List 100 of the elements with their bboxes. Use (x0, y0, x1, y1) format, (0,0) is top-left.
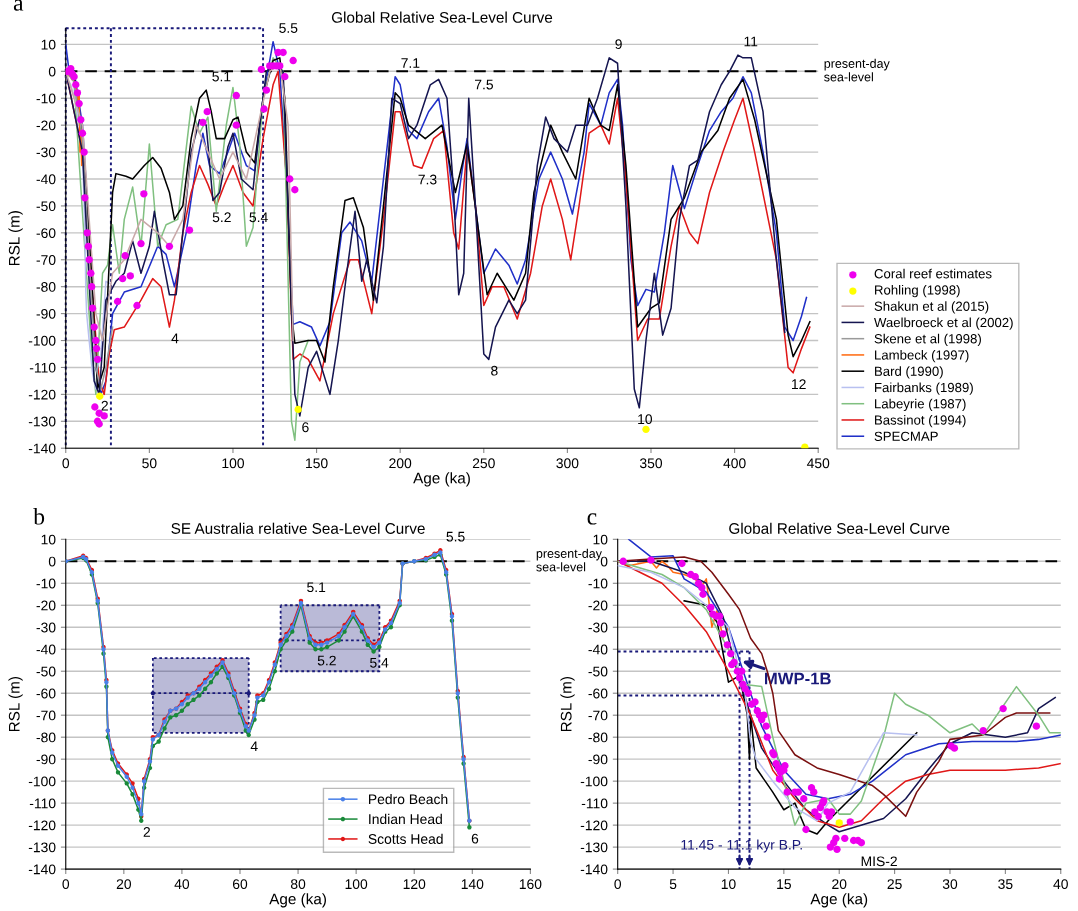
y-tick-label: -30 (36, 147, 56, 158)
x-tick-label: 300 (556, 458, 579, 469)
annotation: 7.3 (418, 174, 437, 185)
x-tick-label: 40 (174, 879, 190, 890)
y-tick-label: -20 (36, 120, 56, 131)
annotation: 2 (101, 400, 108, 411)
y-tick-label: -40 (36, 174, 56, 185)
y-tick-label: 10 (41, 534, 56, 545)
y-tick-label: -100 (580, 776, 608, 787)
y-tick-label: -60 (36, 228, 56, 239)
legend-label: Lambeck (1997) (875, 349, 969, 363)
legend-label: Bard (1990) (875, 366, 943, 379)
annotation: 5.4 (370, 657, 389, 668)
annotation: 5.5 (446, 531, 465, 542)
y-tick-label: -110 (29, 798, 56, 809)
y-tick-label: -100 (28, 335, 56, 346)
y-tick-label: -40 (36, 644, 56, 655)
annotation: 10 (638, 414, 653, 425)
y-tick-label: -10 (36, 93, 56, 104)
y-tick-label: -60 (36, 688, 56, 699)
ref-line-label: present-day sea-level (824, 58, 890, 82)
y-tick-label: -20 (36, 600, 56, 611)
y-tick-label: -70 (36, 255, 56, 265)
annotation: 6 (302, 422, 309, 433)
annotation: 7.5 (475, 79, 494, 90)
x-tick-label: 5 (669, 879, 677, 890)
y-tick-label: -50 (36, 666, 56, 677)
legend-label: Waelbroeck et al (2002) (874, 317, 1013, 330)
annotation: 5.1 (307, 582, 326, 593)
y-tick-label: 10 (593, 534, 608, 545)
y-tick-label: -90 (36, 308, 56, 319)
y-tick-label: 0 (600, 556, 608, 567)
x-tick-label: 20 (832, 879, 847, 890)
y-tick-label: 0 (48, 66, 56, 77)
y-tick-label: -130 (28, 416, 56, 427)
ref-line-label: present-day sea-level (536, 548, 602, 572)
x-tick-label: 120 (403, 879, 426, 890)
x-tick-label: 350 (639, 458, 663, 469)
annotation: 4 (250, 741, 258, 752)
legend-label: SPECMAP (874, 431, 938, 441)
x-tick-label: 30 (942, 879, 958, 890)
x-axis-title: Age (ka) (269, 893, 326, 908)
y-axis-title: RSL (m) (8, 677, 23, 732)
annotation: 2 (143, 827, 150, 837)
x-tick-label: 10 (721, 879, 736, 890)
y-tick-label: -10 (36, 578, 56, 589)
x-tick-label: 35 (998, 879, 1013, 890)
legend-label: Scotts Head (368, 833, 443, 844)
y-tick-label: -140 (28, 443, 56, 454)
x-tick-label: 0 (62, 879, 70, 890)
y-tick-label: -90 (36, 754, 56, 765)
y-tick-label: -120 (580, 820, 608, 831)
annotation: 5.1 (212, 71, 231, 82)
y-axis-title: RSL (m) (8, 211, 23, 266)
y-tick-label: -130 (28, 842, 56, 853)
x-tick-label: 150 (306, 458, 328, 469)
y-tick-label: -50 (36, 201, 56, 212)
y-tick-label: -80 (36, 732, 56, 743)
x-tick-label: 160 (519, 879, 542, 890)
x-tick-label: 25 (887, 879, 902, 890)
chart-title: Global Relative Sea-Level Curve (729, 522, 950, 534)
y-tick-label: -80 (588, 732, 608, 743)
y-tick-label: -80 (36, 282, 56, 292)
y-tick-label: -130 (580, 842, 608, 853)
annotation: 6 (471, 833, 479, 844)
x-tick-label: 60 (232, 879, 248, 890)
y-tick-label: -110 (581, 798, 608, 809)
x-tick-label: 250 (472, 458, 495, 469)
y-tick-label: 0 (48, 556, 56, 567)
text: b (33, 508, 45, 525)
text: c (587, 513, 597, 525)
annotation: 4 (171, 333, 179, 344)
legend-label: Coral reef estimates (874, 268, 992, 279)
y-tick-label: -70 (36, 710, 56, 721)
x-tick-label: 200 (389, 458, 412, 469)
x-tick-label: 0 (62, 458, 70, 469)
y-tick-label: -60 (588, 688, 608, 699)
y-tick-label: -140 (580, 864, 608, 875)
x-tick-label: 0 (614, 879, 622, 890)
y-tick-label: 10 (41, 39, 56, 50)
annotation: 5.2 (212, 212, 231, 223)
y-tick-label: -100 (28, 776, 56, 787)
x-tick-label: 15 (777, 879, 791, 890)
legend-label: Bassinot (1994) (875, 415, 966, 428)
annotation: 8 (491, 365, 498, 376)
legend-label: Rohling (1998) (875, 284, 960, 298)
x-tick-label: 400 (723, 458, 746, 469)
legend-label: Fairbanks (1989) (875, 382, 973, 395)
legend-label: Skene et al (1998) (874, 333, 981, 347)
y-tick-label: -90 (588, 754, 608, 765)
y-tick-label: -120 (28, 389, 56, 400)
x-axis-title: Age (ka) (413, 472, 470, 487)
chart-title: Global Relative Sea-Level Curve (331, 11, 553, 23)
x-tick-label: 20 (116, 879, 132, 890)
annotation: 7.1 (401, 58, 420, 68)
annotation: 9 (615, 39, 622, 50)
y-tick-label: -120 (28, 820, 56, 831)
y-tick-label: -20 (588, 600, 608, 611)
annotation: 5.4 (249, 212, 268, 223)
legend-label: Pedro Beach (369, 793, 448, 805)
